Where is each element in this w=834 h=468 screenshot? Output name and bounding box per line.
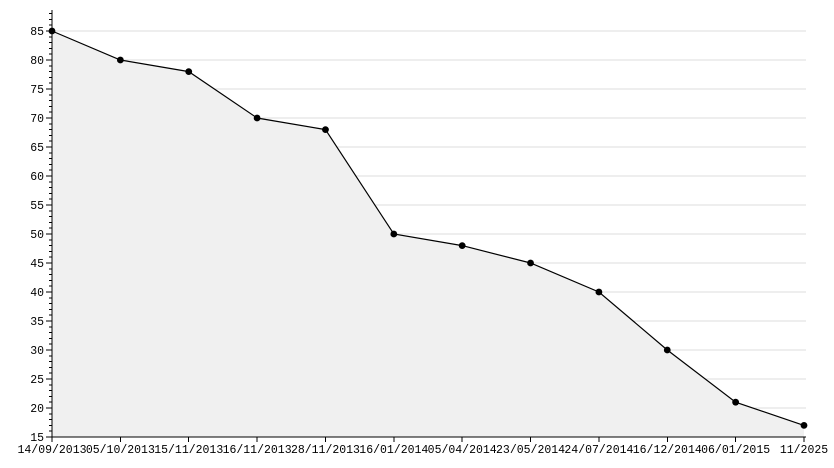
- area-fill: [52, 31, 804, 437]
- y-axis-tick-label: 50: [30, 229, 44, 242]
- x-axis-tick-label: 14/09/2013: [17, 444, 86, 457]
- x-axis-tick-label: 11/2025: [780, 444, 828, 457]
- data-point-marker: [390, 230, 398, 238]
- y-axis-tick-label: 25: [30, 374, 44, 387]
- y-axis-tick-label: 20: [30, 403, 44, 416]
- data-point-marker: [458, 242, 466, 250]
- y-axis-tick-label: 60: [30, 171, 44, 184]
- x-axis-tick-label: 06/01/2015: [701, 444, 770, 457]
- y-axis-tick-label: 70: [30, 113, 44, 126]
- x-axis-tick-label: 16/11/2013: [223, 444, 292, 457]
- data-point-marker: [253, 114, 261, 122]
- y-axis-tick-label: 75: [30, 84, 44, 97]
- data-point-marker: [116, 56, 124, 64]
- data-point-marker: [595, 288, 603, 296]
- data-point-marker: [800, 422, 808, 429]
- x-axis-tick-label: 23/05/2014: [496, 444, 565, 457]
- y-axis-tick-label: 40: [30, 287, 44, 300]
- y-axis-tick-label: 15: [30, 432, 44, 445]
- y-axis-tick-label: 30: [30, 345, 44, 358]
- y-axis-tick-label: 80: [30, 55, 44, 68]
- y-axis-tick-label: 85: [30, 26, 44, 39]
- y-axis-tick-label: 45: [30, 258, 44, 271]
- x-axis-tick-label: 28/11/2013: [291, 444, 360, 457]
- data-point-marker: [663, 346, 671, 354]
- y-axis-tick-label: 55: [30, 200, 44, 213]
- series-line: [51, 30, 805, 426]
- x-axis-tick-label: 16/12/2014: [633, 444, 702, 457]
- y-axis-tick-label: 65: [30, 142, 44, 155]
- x-axis-tick-label: 15/11/2013: [154, 444, 223, 457]
- x-axis-tick-label: 05/04/2014: [428, 444, 497, 457]
- x-axis-tick-label: 16/01/2014: [359, 444, 428, 457]
- y-axis-tick-label: 35: [30, 316, 44, 329]
- x-axis-tick-label: 05/10/2013: [86, 444, 155, 457]
- data-point-marker: [322, 126, 329, 133]
- x-axis-tick-label: 24/07/2014: [564, 444, 633, 457]
- data-point-marker: [527, 259, 534, 267]
- data-point-marker: [185, 68, 193, 75]
- data-point-marker: [732, 398, 740, 406]
